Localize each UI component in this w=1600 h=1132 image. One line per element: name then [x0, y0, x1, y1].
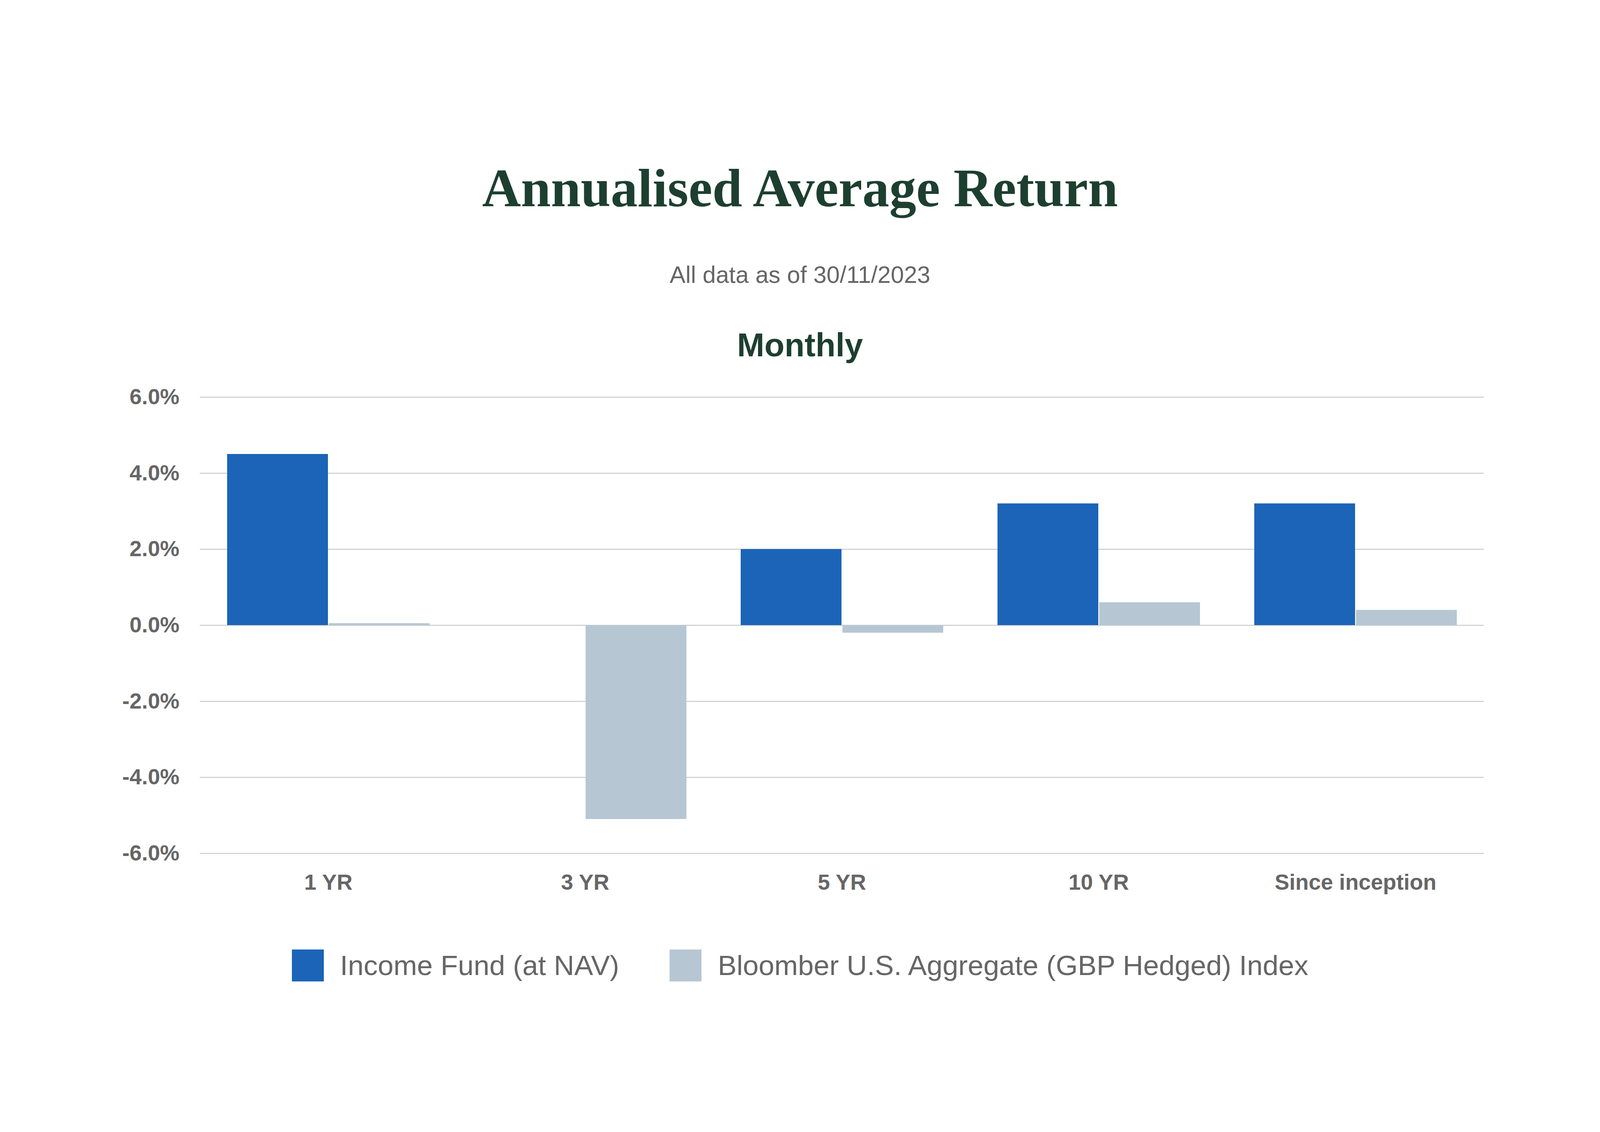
svg-text:10 YR: 10 YR	[1068, 869, 1130, 894]
svg-text:0.0%: 0.0%	[129, 612, 180, 637]
html-text:Income Fund (at NAV): Income Fund (at NAV)	[340, 949, 620, 981]
html-text:Bloomber U.S. Aggregate (GBP H: Bloomber U.S. Aggregate (GBP Hedged) Ind…	[717, 949, 1309, 981]
html-text:All data as of 30/11/2023: All data as of 30/11/2023	[669, 261, 931, 288]
html-text:Monthly: Monthly	[737, 326, 863, 364]
svg-text:2.0%: 2.0%	[129, 536, 180, 561]
svg-text:-2.0%: -2.0%	[122, 688, 180, 713]
html-text:Annualised Average Return: Annualised Average Return	[482, 158, 1118, 219]
svg-text:3 YR: 3 YR	[561, 869, 610, 894]
svg-text:-6.0%: -6.0%	[122, 840, 180, 865]
svg-text:Since inception: Since inception	[1274, 869, 1437, 894]
svg-text:1 YR: 1 YR	[304, 869, 353, 894]
svg-text:-4.0%: -4.0%	[122, 764, 180, 789]
svg-text:4.0%: 4.0%	[129, 460, 180, 485]
svg-text:6.0%: 6.0%	[129, 384, 180, 409]
svg-text:5 YR: 5 YR	[817, 869, 867, 894]
